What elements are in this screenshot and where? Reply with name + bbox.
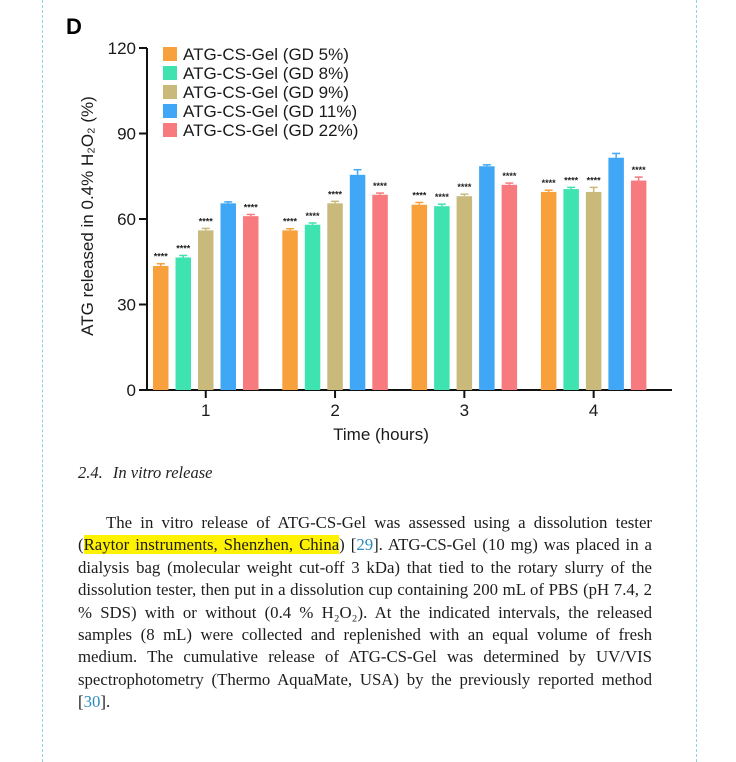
bar: [608, 157, 624, 390]
paragraph-segment: The in vitro release of ATG-CS-Gel was a…: [78, 513, 652, 555]
significance-label: ****: [283, 217, 298, 227]
plot-area: 0 30 60 90 120 1 **** **** **** **** 2 **** **** ****…: [108, 39, 672, 420]
legend-label: ATG-CS-Gel (GD 8%): [183, 64, 349, 83]
x-tick-label: 2: [330, 401, 339, 420]
highlighted-text: Raytor instruments, Shenzhen, China: [83, 535, 340, 555]
bar: [411, 204, 428, 390]
paragraph-segment: ].: [100, 692, 111, 712]
legend-label: ATG-CS-Gel (GD 5%): [183, 45, 349, 64]
legend-label: ATG-CS-Gel (GD 11%): [183, 102, 357, 121]
section-title: In vitro release: [112, 463, 213, 482]
bar: [372, 194, 388, 390]
legend-swatch: [163, 85, 177, 99]
significance-label: ****: [632, 165, 647, 175]
right-margin-guide: [696, 0, 697, 762]
left-margin-guide: [42, 0, 43, 762]
x-tick-label: 4: [589, 401, 598, 420]
y-axis-label: ATG released in 0.4% H₂O₂ (%): [78, 96, 97, 336]
bar: [585, 191, 602, 390]
significance-label: ****: [542, 178, 557, 188]
x-tick-label: 3: [460, 401, 469, 420]
document-page: · · · · D 0 30 60 90 120 1 **** **** **** **** 2 **…: [50, 0, 688, 762]
significance-label: ****: [373, 181, 388, 191]
significance-label: ****: [306, 211, 321, 221]
x-tick-label: 1: [201, 401, 210, 420]
legend-swatch: [163, 104, 177, 118]
bar: [175, 257, 191, 390]
legend: ATG-CS-Gel (GD 5%)ATG-CS-Gel (GD 8%)ATG-…: [163, 45, 358, 140]
bar: [630, 180, 647, 390]
legend-swatch: [163, 66, 177, 80]
significance-label: ****: [564, 175, 579, 185]
significance-label: ****: [587, 175, 602, 185]
y-tick-label: 30: [117, 296, 136, 315]
significance-label: ****: [457, 182, 472, 192]
section-number: 2.4.: [78, 463, 103, 482]
bar-chart: D 0 30 60 90 120 1 **** **** **** **** 2 **** **** **…: [66, 14, 672, 444]
bar: [349, 174, 366, 390]
paragraph-segment: ]. ATG-CS-Gel (10 mg) was placed in a di…: [78, 535, 652, 712]
bar: [220, 203, 236, 390]
bar: [198, 230, 214, 390]
bar: [434, 206, 450, 390]
citation-link[interactable]: 29: [356, 535, 374, 555]
significance-label: ****: [328, 189, 343, 199]
legend-swatch: [163, 123, 177, 137]
x-axis-label: Time (hours): [333, 425, 429, 444]
y-tick-label: 90: [117, 125, 136, 144]
bar: [456, 196, 473, 390]
paragraph-segment: ) [: [339, 535, 357, 555]
bar: [501, 184, 518, 390]
y-tick-label: 0: [127, 381, 136, 400]
bar: [563, 189, 579, 390]
significance-label: ****: [435, 192, 450, 202]
legend-label: ATG-CS-Gel (GD 22%): [183, 121, 358, 140]
citation-link[interactable]: 30: [83, 692, 101, 712]
section-heading: 2.4. In vitro release: [78, 463, 212, 483]
significance-label: ****: [244, 202, 259, 212]
bar: [282, 230, 298, 390]
significance-label: ****: [502, 171, 517, 181]
bar: [327, 203, 343, 390]
legend-label: ATG-CS-Gel (GD 9%): [183, 83, 349, 102]
cropped-text-fragment: · · · ·: [370, 0, 415, 8]
bar: [479, 166, 495, 390]
legend-swatch: [163, 47, 177, 61]
paragraph-text: The in vitro release of ATG-CS-Gel was a…: [78, 512, 652, 714]
bar: [153, 266, 169, 390]
significance-label: ****: [176, 243, 191, 253]
bar: [243, 216, 259, 390]
significance-label: ****: [154, 252, 169, 262]
significance-label: ****: [199, 216, 214, 226]
bar: [540, 191, 557, 390]
panel-letter: D: [66, 14, 82, 39]
y-tick-label: 60: [117, 210, 136, 229]
body-paragraph: The in vitro release of ATG-CS-Gel was a…: [78, 512, 652, 714]
significance-label: ****: [412, 190, 427, 200]
bar: [304, 224, 321, 390]
y-tick-label: 120: [108, 39, 136, 58]
